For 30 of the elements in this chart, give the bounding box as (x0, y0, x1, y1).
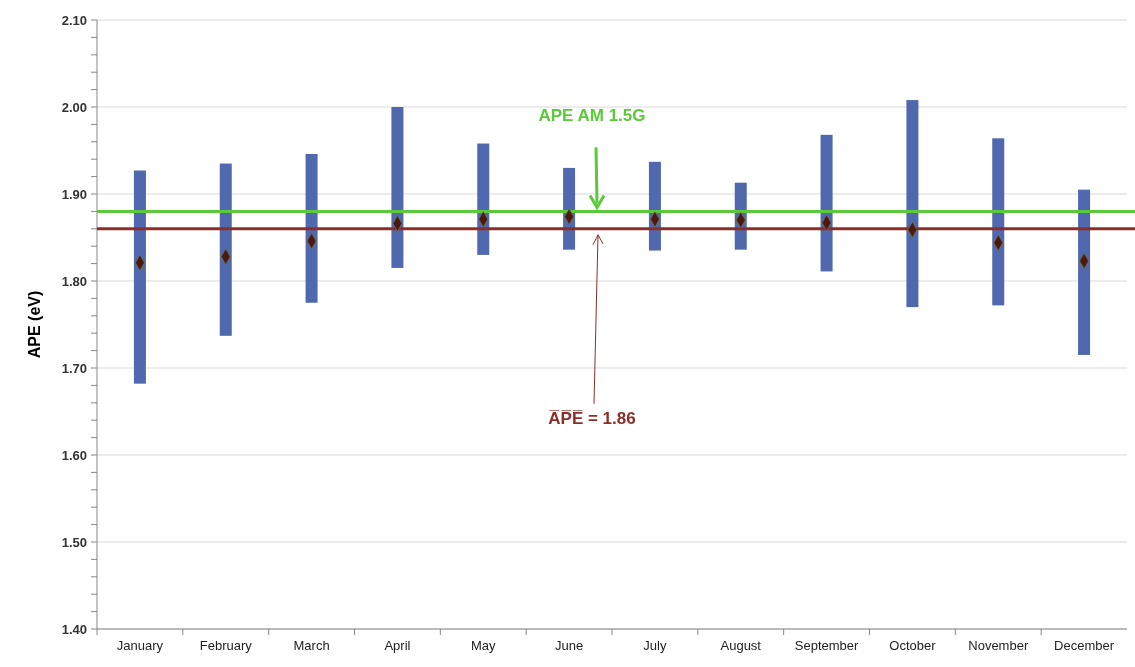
x-tick-label: October (889, 638, 937, 653)
bar (219, 163, 232, 336)
x-tick-label: March (293, 638, 330, 653)
y-tick-label: 2.10 (61, 12, 87, 28)
bar (906, 100, 919, 308)
y-tick-label: 1.70 (61, 360, 87, 376)
y-tick-label: 1.40 (61, 621, 87, 637)
bar (1078, 189, 1091, 355)
x-tick-label: September (794, 638, 860, 653)
x-tick-label: February (199, 638, 253, 653)
x-tick-label: November (968, 638, 1029, 653)
y-tick-label: 1.60 (61, 447, 87, 463)
x-tick-label: August (720, 638, 762, 653)
y-tick-label: 1.80 (61, 273, 87, 289)
x-tick-label: June (554, 638, 584, 653)
y-tick-label: 1.50 (61, 534, 87, 550)
bar (992, 138, 1005, 306)
x-tick-label: May (470, 638, 497, 653)
bar (133, 170, 146, 384)
ref-line-label: A̅P̅E̅ = 1.86 (548, 408, 636, 428)
x-tick-label: January (116, 638, 164, 653)
y-tick-label: 1.90 (61, 186, 87, 202)
ref-line-label: APE AM 1.5G (538, 106, 646, 126)
x-tick-label: July (643, 638, 667, 653)
x-tick-label: April (384, 638, 411, 653)
y-axis-title: APE (eV) (26, 290, 43, 359)
bar (305, 153, 318, 303)
y-tick-label: 2.00 (61, 99, 87, 115)
bar (391, 107, 404, 268)
x-tick-label: December (1054, 638, 1115, 653)
